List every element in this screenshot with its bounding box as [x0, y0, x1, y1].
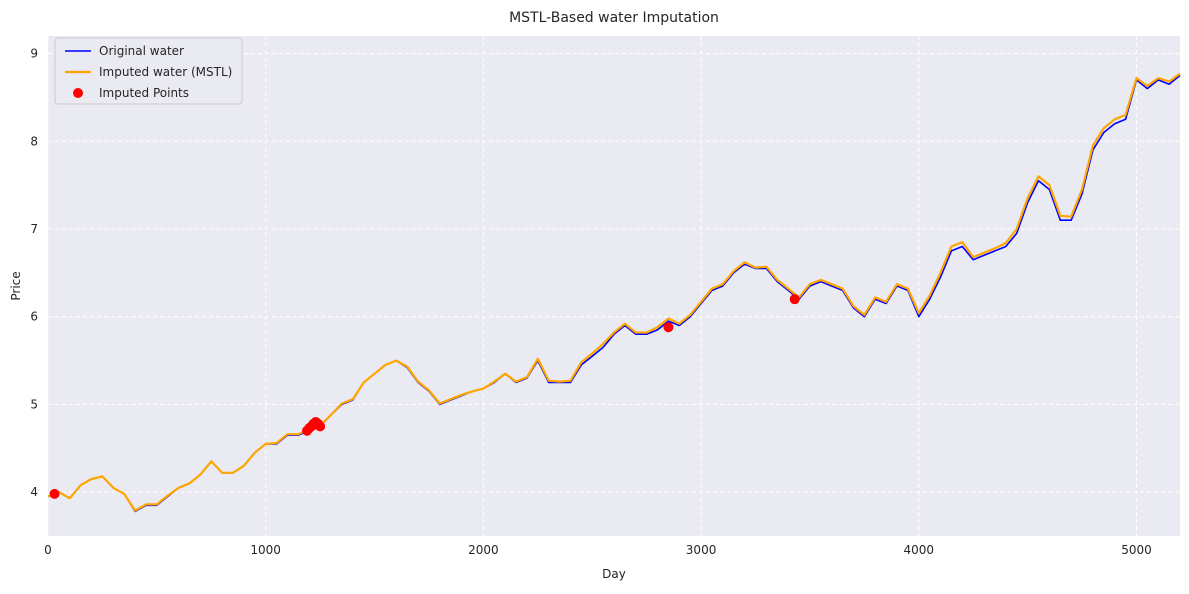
series-line-imputed-water — [47, 72, 1181, 512]
imputed-point — [663, 322, 674, 333]
imputed-point — [49, 488, 60, 499]
y-axis-label: Price — [9, 271, 23, 300]
x-tick-label: 1000 — [250, 543, 281, 557]
data-series — [47, 72, 1181, 513]
legend: Original water Imputed water (MSTL) Impute… — [54, 37, 243, 105]
legend-label: Imputed Points — [99, 86, 189, 100]
legend-swatch-marker — [73, 88, 83, 98]
x-tick-label: 4000 — [903, 543, 934, 557]
plot-area — [48, 36, 1180, 536]
x-axis-label: Day — [602, 567, 626, 581]
y-tick-label: 7 — [30, 222, 38, 236]
y-tick-label: 5 — [30, 397, 38, 411]
x-tick-label: 5000 — [1121, 543, 1152, 557]
y-tick-label: 8 — [30, 134, 38, 148]
x-tick-label: 3000 — [686, 543, 717, 557]
y-tick-label: 6 — [30, 310, 38, 324]
x-tick-label: 0 — [44, 543, 52, 557]
imputed-point — [315, 421, 326, 432]
chart-title: MSTL-Based water Imputation — [509, 10, 719, 26]
legend-box — [54, 37, 243, 105]
imputed-point — [789, 294, 800, 305]
x-tick-label: 2000 — [468, 543, 499, 557]
y-tick-label: 9 — [30, 47, 38, 61]
grid-lines — [47, 36, 1180, 536]
axis-ticks: 0 1000 2000 3000 4000 5000 4 5 6 7 8 9 — [30, 47, 1151, 557]
legend-label: Imputed water (MSTL) — [99, 65, 232, 79]
y-tick-label: 4 — [30, 485, 38, 499]
legend-label: Original water — [99, 44, 184, 58]
